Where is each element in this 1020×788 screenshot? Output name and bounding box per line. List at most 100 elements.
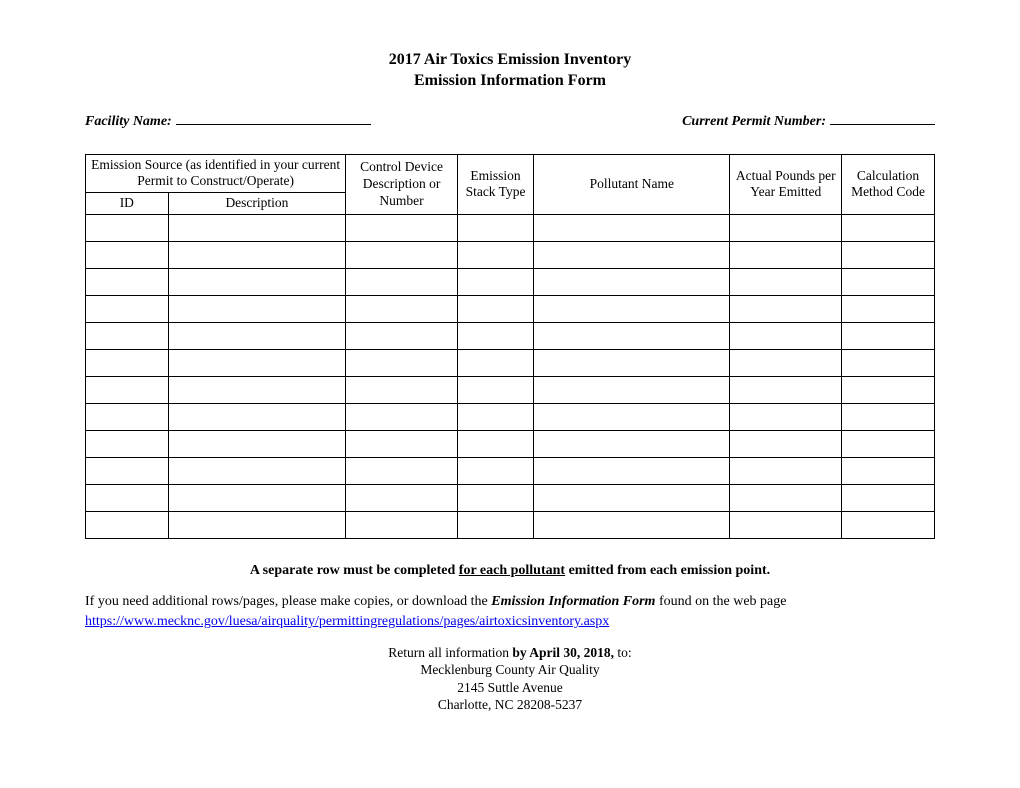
bold-note-post: emitted from each emission point. [565, 563, 770, 578]
col-header-stack: Emission Stack Type [457, 154, 533, 215]
table-cell[interactable] [842, 269, 935, 296]
table-cell[interactable] [457, 215, 533, 242]
col-header-calc: Calculation Method Code [842, 154, 935, 215]
table-cell[interactable] [457, 350, 533, 377]
table-cell[interactable] [842, 485, 935, 512]
permit-number-input-line[interactable] [830, 124, 935, 125]
table-cell[interactable] [457, 431, 533, 458]
table-cell[interactable] [168, 431, 346, 458]
table-cell[interactable] [730, 485, 842, 512]
table-cell[interactable] [730, 323, 842, 350]
footer-line-2: Mecklenburg County Air Quality [85, 661, 935, 679]
table-row [86, 296, 935, 323]
table-cell[interactable] [842, 215, 935, 242]
table-cell[interactable] [168, 485, 346, 512]
table-cell[interactable] [534, 296, 730, 323]
field-row: Facility Name: Current Permit Number: [85, 114, 935, 130]
table-cell[interactable] [457, 485, 533, 512]
table-cell[interactable] [730, 242, 842, 269]
permit-number-label: Current Permit Number: [682, 114, 826, 130]
table-cell[interactable] [86, 215, 169, 242]
table-cell[interactable] [730, 269, 842, 296]
table-cell[interactable] [534, 350, 730, 377]
table-cell[interactable] [842, 242, 935, 269]
table-cell[interactable] [457, 404, 533, 431]
table-cell[interactable] [730, 512, 842, 539]
table-cell[interactable] [842, 404, 935, 431]
table-cell[interactable] [730, 350, 842, 377]
table-cell[interactable] [534, 215, 730, 242]
table-cell[interactable] [346, 323, 458, 350]
table-cell[interactable] [842, 377, 935, 404]
table-cell[interactable] [346, 404, 458, 431]
table-cell[interactable] [842, 431, 935, 458]
col-header-control: Control Device Description or Number [346, 154, 458, 215]
emission-table: Emission Source (as identified in your c… [85, 154, 935, 540]
table-cell[interactable] [534, 431, 730, 458]
table-cell[interactable] [346, 296, 458, 323]
table-cell[interactable] [842, 323, 935, 350]
table-cell[interactable] [730, 431, 842, 458]
table-cell[interactable] [842, 296, 935, 323]
table-cell[interactable] [842, 512, 935, 539]
footer-l1-pre: Return all information [388, 645, 512, 660]
table-cell[interactable] [534, 269, 730, 296]
table-cell[interactable] [168, 350, 346, 377]
facility-name-input-line[interactable] [176, 124, 371, 125]
table-cell[interactable] [86, 323, 169, 350]
table-cell[interactable] [86, 458, 169, 485]
table-cell[interactable] [86, 431, 169, 458]
table-cell[interactable] [168, 323, 346, 350]
table-cell[interactable] [534, 242, 730, 269]
table-cell[interactable] [86, 377, 169, 404]
table-cell[interactable] [86, 404, 169, 431]
table-cell[interactable] [346, 485, 458, 512]
table-cell[interactable] [534, 377, 730, 404]
table-cell[interactable] [457, 269, 533, 296]
table-cell[interactable] [842, 458, 935, 485]
table-cell[interactable] [457, 323, 533, 350]
col-header-description: Description [168, 193, 346, 215]
table-cell[interactable] [346, 269, 458, 296]
table-row [86, 377, 935, 404]
table-cell[interactable] [168, 377, 346, 404]
table-cell[interactable] [168, 458, 346, 485]
table-cell[interactable] [730, 215, 842, 242]
table-cell[interactable] [730, 458, 842, 485]
bold-note-pre: A separate row must be completed [250, 563, 459, 578]
table-cell[interactable] [168, 404, 346, 431]
table-cell[interactable] [842, 350, 935, 377]
table-cell[interactable] [534, 485, 730, 512]
table-cell[interactable] [346, 377, 458, 404]
table-cell[interactable] [86, 512, 169, 539]
table-cell[interactable] [86, 242, 169, 269]
table-cell[interactable] [534, 458, 730, 485]
table-cell[interactable] [168, 242, 346, 269]
table-cell[interactable] [346, 458, 458, 485]
table-cell[interactable] [346, 242, 458, 269]
table-cell[interactable] [457, 296, 533, 323]
table-cell[interactable] [86, 485, 169, 512]
table-cell[interactable] [534, 512, 730, 539]
table-cell[interactable] [346, 350, 458, 377]
table-cell[interactable] [346, 215, 458, 242]
table-cell[interactable] [168, 296, 346, 323]
table-cell[interactable] [346, 512, 458, 539]
table-cell[interactable] [730, 296, 842, 323]
table-cell[interactable] [86, 269, 169, 296]
table-cell[interactable] [168, 269, 346, 296]
table-cell[interactable] [457, 512, 533, 539]
table-cell[interactable] [86, 296, 169, 323]
table-cell[interactable] [457, 377, 533, 404]
table-cell[interactable] [346, 431, 458, 458]
table-cell[interactable] [730, 404, 842, 431]
table-cell[interactable] [168, 512, 346, 539]
table-cell[interactable] [534, 323, 730, 350]
table-cell[interactable] [168, 215, 346, 242]
table-cell[interactable] [86, 350, 169, 377]
table-cell[interactable] [457, 458, 533, 485]
table-cell[interactable] [534, 404, 730, 431]
table-cell[interactable] [730, 377, 842, 404]
table-cell[interactable] [457, 242, 533, 269]
download-link[interactable]: https://www.mecknc.gov/luesa/airquality/… [85, 614, 609, 629]
